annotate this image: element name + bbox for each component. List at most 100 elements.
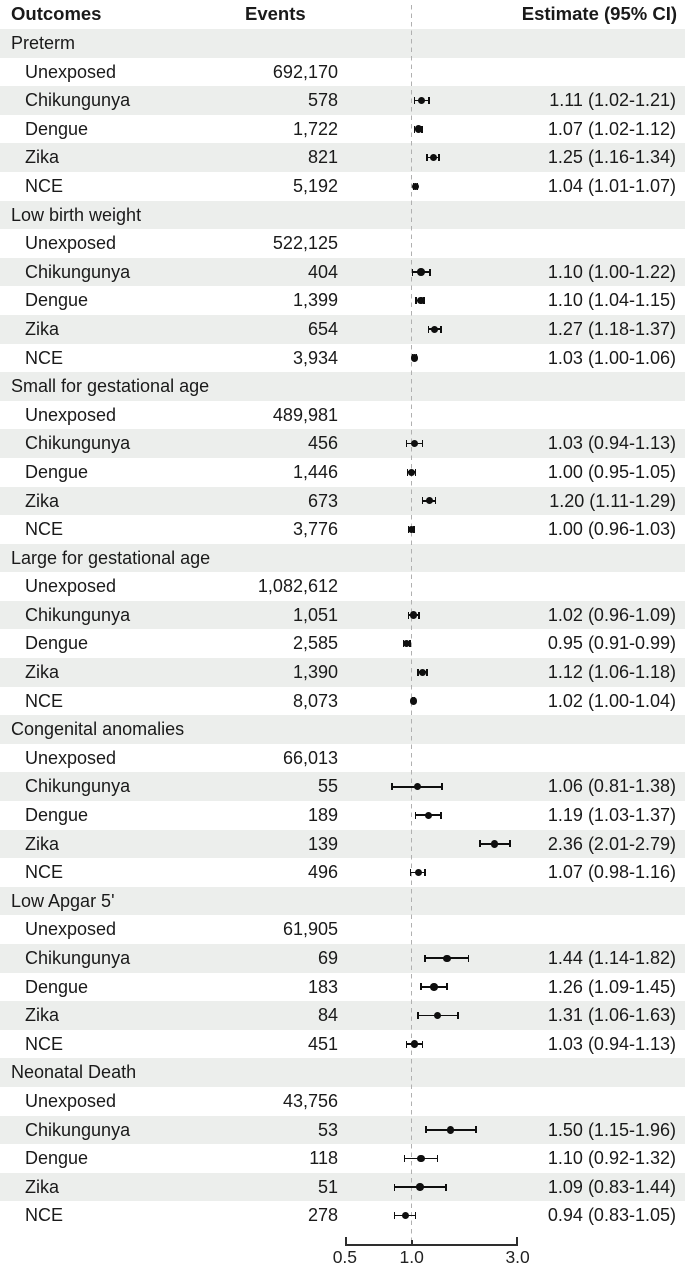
ci-cap-high — [418, 611, 420, 619]
table-row: Unexposed 1,082,612 — [0, 572, 685, 601]
estimate-value: 1.03 (0.94-1.13) — [547, 433, 676, 454]
estimate-value: 1.09 (0.83-1.44) — [547, 1176, 676, 1197]
estimate-value: 1.00 (0.96-1.03) — [547, 519, 676, 540]
point-estimate-dot — [414, 868, 422, 877]
table-row: Unexposed 43,756 — [0, 1087, 685, 1116]
estimate-value: 2.36 (2.01-2.79) — [547, 833, 676, 854]
table-row: Chikungunya 1,051 1.02 (0.96-1.09) — [0, 600, 685, 630]
table-row: Chikungunya 53 1.50 (1.15-1.96) — [0, 1115, 685, 1145]
events-value: 2,585 — [292, 633, 338, 654]
ci-cap-high — [414, 1212, 417, 1220]
ci-cap-high — [434, 497, 437, 505]
ci-cap-low — [406, 468, 409, 476]
table-row: Dengue 1,399 1.10 (1.04-1.15) — [0, 286, 685, 315]
events-value: 3,934 — [292, 347, 338, 368]
table-row: NCE 5,192 1.04 (1.01-1.07) — [0, 172, 685, 201]
table-row: Dengue 183 1.26 (1.09-1.45) — [0, 973, 685, 1002]
exposure-label: Dengue — [25, 633, 89, 654]
column-header-row: Outcomes Events Estimate (95% CI) — [0, 0, 685, 29]
outcome-section-row: Congenital anomalies — [0, 715, 685, 744]
estimate-value: 1.07 (1.02-1.12) — [547, 118, 676, 139]
events-value: 1,722 — [292, 118, 338, 139]
events-value: 1,399 — [292, 290, 338, 311]
ci-cap-low — [421, 497, 424, 505]
estimate-value: 1.20 (1.11-1.29) — [549, 490, 676, 511]
table-row: Zika 1,390 1.12 (1.06-1.18) — [0, 658, 685, 687]
events-value: 578 — [307, 90, 338, 111]
ci-cap-low — [403, 1154, 406, 1162]
point-estimate-dot — [409, 697, 418, 705]
exposure-label: Zika — [25, 662, 60, 683]
ci-cap-high — [441, 783, 443, 791]
ci-cap-low — [407, 611, 410, 619]
table-row: Chikungunya 69 1.44 (1.14-1.82) — [0, 944, 685, 973]
x-axis-tick-label: 0.5 — [332, 1247, 358, 1267]
events-value: 5,192 — [292, 175, 338, 196]
point-estimate-dot — [431, 325, 439, 333]
exposure-label: Dengue — [25, 1148, 89, 1169]
ci-cap-high — [440, 325, 443, 333]
events-value: 278 — [307, 1205, 338, 1226]
outcome-section-row: Small for gestational age — [0, 372, 685, 401]
table-row: Chikungunya 55 1.06 (0.81-1.38) — [0, 772, 685, 802]
exposure-label: NCE — [25, 690, 64, 711]
estimate-value: 1.07 (0.98-1.16) — [547, 862, 676, 883]
point-estimate-dot — [410, 1040, 419, 1048]
table-row: NCE 278 0.94 (0.83-1.05) — [0, 1201, 685, 1230]
ci-cap-high — [508, 840, 511, 848]
point-estimate-dot — [434, 1011, 442, 1020]
table-row: Chikungunya 578 1.11 (1.02-1.21) — [0, 86, 685, 115]
exposure-label: Zika — [25, 1005, 60, 1026]
exposure-label: Chikungunya — [25, 604, 131, 625]
table-row: Chikungunya 456 1.03 (0.94-1.13) — [0, 429, 685, 458]
events-value: 489,981 — [272, 404, 338, 425]
exposure-label: NCE — [25, 1033, 64, 1054]
exposure-label: Chikungunya — [25, 948, 131, 968]
ci-cap-low — [417, 668, 419, 676]
outcome-section-row: Preterm — [0, 29, 685, 58]
point-estimate-dot — [403, 640, 411, 648]
events-value: 1,051 — [292, 604, 338, 625]
table-row: Zika 673 1.20 (1.11-1.29) — [0, 486, 685, 516]
outcome-section-row: Low Apgar 5' — [0, 886, 685, 916]
estimate-value: 1.03 (1.00-1.06) — [547, 347, 676, 368]
exposure-label: NCE — [25, 519, 64, 540]
table-row: Unexposed 522,125 — [0, 229, 685, 258]
exposure-label: Zika — [25, 490, 60, 511]
events-value: 496 — [307, 862, 338, 883]
table-row: NCE 451 1.03 (0.94-1.13) — [0, 1030, 685, 1059]
estimate-value: 1.10 (1.04-1.15) — [547, 290, 676, 311]
estimate-value: 1.10 (1.00-1.22) — [547, 261, 676, 282]
exposure-label: NCE — [25, 1205, 64, 1226]
outcome-section-row: Low birth weight — [0, 200, 685, 230]
exposure-label: Zika — [25, 147, 60, 168]
point-estimate-dot — [416, 1183, 424, 1191]
ci-cap-low — [479, 840, 481, 848]
estimate-value: 1.27 (1.18-1.37) — [547, 318, 676, 339]
events-value: 183 — [307, 976, 338, 997]
point-estimate-dot — [417, 268, 425, 276]
estimate-value: 1.44 (1.14-1.82) — [547, 948, 676, 968]
x-axis-right-endcap — [515, 1237, 518, 1246]
table-row: Dengue 1,446 1.00 (0.95-1.05) — [0, 458, 685, 487]
events-value: 692,170 — [272, 61, 338, 82]
estimate-value: 1.50 (1.15-1.96) — [547, 1119, 676, 1140]
ci-cap-low — [414, 811, 417, 819]
ci-cap-high — [445, 983, 448, 991]
table-row: Dengue 2,585 0.95 (0.91-0.99) — [0, 629, 685, 658]
events-value: 43,756 — [282, 1090, 338, 1111]
table-row: Dengue 118 1.10 (0.92-1.32) — [0, 1144, 685, 1173]
outcome-section-label: Neonatal Death — [11, 1062, 137, 1083]
point-estimate-dot — [417, 1154, 425, 1163]
events-value: 84 — [317, 1005, 338, 1026]
table-row: Unexposed 66,013 — [0, 744, 685, 773]
ci-cap-low — [405, 440, 408, 448]
ci-cap-low — [426, 154, 428, 162]
ci-cap-low — [425, 1126, 427, 1134]
point-estimate-dot — [490, 840, 499, 848]
table-row: Zika 51 1.09 (0.83-1.44) — [0, 1172, 685, 1202]
point-estimate-dot — [410, 354, 419, 362]
exposure-label: Unexposed — [25, 1090, 117, 1111]
table-row: NCE 3,776 1.00 (0.96-1.03) — [0, 515, 685, 544]
exposure-label: Zika — [25, 1176, 60, 1197]
